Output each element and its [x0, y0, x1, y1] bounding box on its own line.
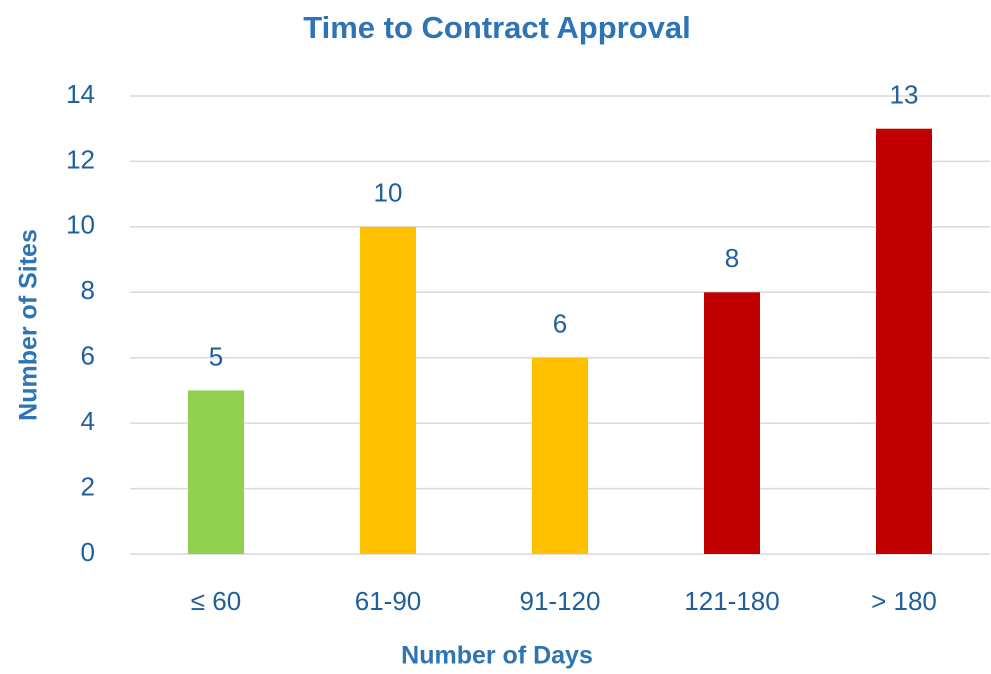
bar [704, 292, 760, 554]
x-tick-label: 91-120 [520, 586, 601, 616]
y-tick-label: 8 [81, 275, 95, 305]
bar [360, 226, 416, 554]
data-label: 13 [890, 80, 919, 110]
y-tick-label: 0 [81, 537, 95, 567]
data-label: 6 [553, 309, 567, 339]
y-axis-title: Number of Sites [15, 229, 43, 421]
chart-title: Time to Contract Approval [303, 10, 691, 45]
x-axis-title: Number of Days [401, 642, 593, 670]
y-tick-label: 4 [81, 406, 95, 436]
bar [876, 128, 932, 554]
y-tick-label: 10 [66, 210, 95, 240]
data-label: 10 [374, 178, 403, 208]
y-tick-label: 6 [81, 341, 95, 371]
y-tick-label: 14 [66, 79, 95, 109]
y-tick-label: 2 [81, 471, 95, 501]
data-label: 5 [209, 341, 223, 371]
bar [188, 390, 244, 554]
data-label: 8 [725, 243, 739, 273]
x-tick-label: 121-180 [684, 586, 779, 616]
x-tick-label: ≤ 60 [191, 586, 241, 616]
bar [532, 357, 588, 554]
x-tick-label: > 180 [871, 586, 937, 616]
y-tick-label: 12 [66, 144, 95, 174]
x-tick-label: 61-90 [355, 586, 422, 616]
